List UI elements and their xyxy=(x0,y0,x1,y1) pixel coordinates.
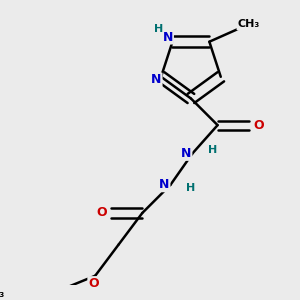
Text: N: N xyxy=(159,178,169,191)
Text: H: H xyxy=(154,24,163,34)
Text: O: O xyxy=(253,118,264,132)
Text: O: O xyxy=(88,277,99,290)
Text: CH₃: CH₃ xyxy=(0,289,5,299)
Text: H: H xyxy=(208,145,218,155)
Text: H: H xyxy=(186,183,196,193)
Text: N: N xyxy=(181,147,191,160)
Text: CH₃: CH₃ xyxy=(238,20,260,29)
Text: O: O xyxy=(96,206,107,220)
Text: N: N xyxy=(151,74,162,86)
Text: N: N xyxy=(163,31,173,44)
